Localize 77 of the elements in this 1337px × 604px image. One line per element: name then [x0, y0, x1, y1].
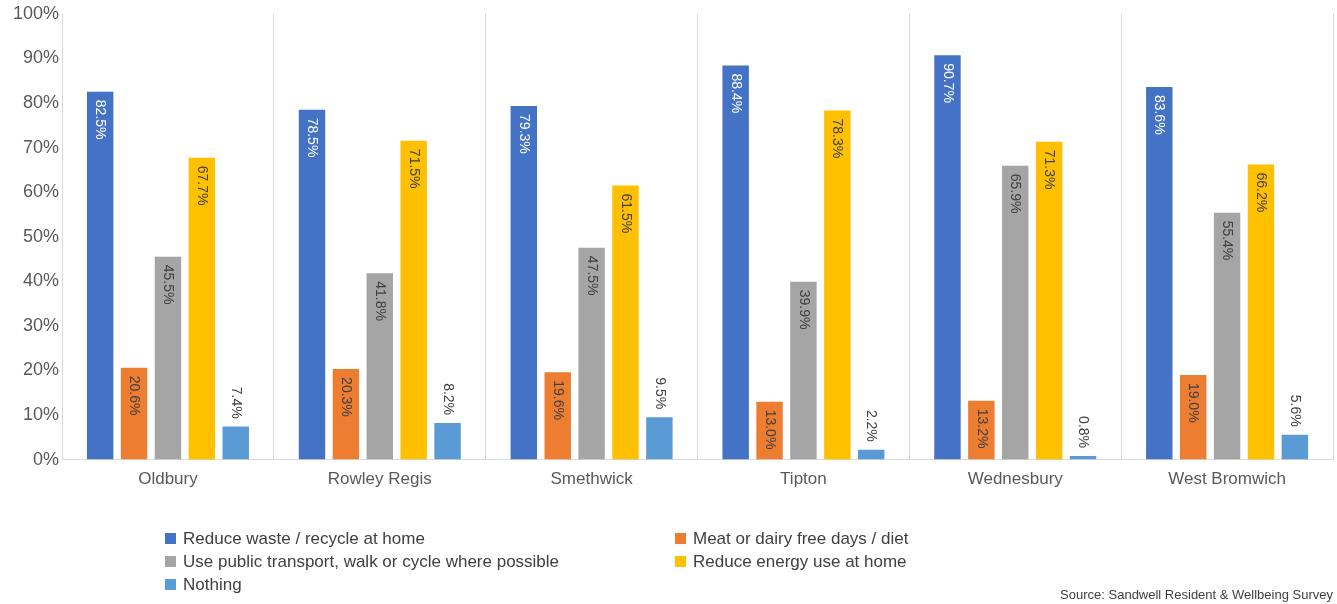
y-tick-label: 50% [23, 225, 60, 246]
data-label: 55.4% [1220, 220, 1237, 261]
data-label: 83.6% [1152, 94, 1169, 135]
y-tick-label: 80% [23, 91, 60, 112]
data-label: 41.8% [372, 281, 389, 321]
data-label: 65.9% [1008, 173, 1025, 214]
data-label: 90.7% [940, 63, 957, 103]
bar [722, 65, 749, 460]
x-tick-label: Smethwick [550, 469, 634, 489]
data-label: 45.5% [161, 264, 178, 305]
y-tick-label: 70% [23, 136, 60, 157]
x-tick-label: Tipton [780, 469, 827, 489]
data-label: 0.8% [1076, 416, 1093, 449]
bar [612, 185, 639, 460]
y-tick-label: 10% [23, 403, 60, 424]
data-label: 8.2% [440, 383, 457, 416]
y-tick-label: 0% [33, 448, 60, 469]
data-label: 88.4% [728, 73, 745, 114]
data-label: 13.2% [974, 408, 991, 449]
y-tick-label: 40% [23, 270, 60, 291]
bar [188, 157, 216, 460]
x-tick-label: West Bromwich [1168, 469, 1286, 489]
bar [222, 426, 249, 460]
bar [154, 256, 182, 460]
data-label: 79.3% [516, 114, 533, 154]
data-label: 9.5% [652, 377, 669, 410]
y-tick-label: 60% [23, 181, 60, 202]
y-tick-label: 30% [23, 314, 60, 335]
bar [578, 247, 605, 460]
data-label: 78.3% [830, 118, 847, 159]
data-label: 39.9% [796, 289, 813, 330]
x-tick-label: Oldbury [138, 469, 199, 489]
legend-label: Use public transport, walk or cycle where possible [183, 551, 560, 572]
data-label: 20.6% [127, 375, 144, 416]
bar [1247, 164, 1275, 460]
data-label: 67.7% [194, 165, 211, 206]
x-tick-label: Wednesbury [967, 469, 1064, 489]
source-note: Source: Sandwell Resident & Wellbeing Survey [1060, 587, 1333, 602]
data-label: 5.6% [1288, 394, 1305, 427]
bar [400, 140, 427, 460]
bar [1035, 141, 1063, 460]
bar [434, 423, 461, 460]
data-label: 47.5% [584, 255, 601, 296]
bar [1281, 434, 1309, 460]
bar [934, 55, 961, 460]
data-label: 2.2% [864, 409, 881, 442]
legend-label: Nothing [183, 574, 242, 595]
bar [86, 91, 114, 460]
data-label: 19.0% [1186, 382, 1203, 423]
data-label: 13.0% [762, 409, 779, 450]
bar [646, 417, 673, 460]
legend-label: Reduce energy use at home [693, 551, 907, 572]
x-tick-label: Rowley Regis [327, 469, 432, 489]
bar [1146, 86, 1173, 460]
data-label: 71.5% [406, 148, 423, 189]
bar [510, 106, 538, 460]
data-label: 78.5% [305, 117, 322, 158]
y-tick-label: 20% [23, 359, 60, 380]
data-label: 66.2% [1254, 172, 1271, 213]
bar [1213, 212, 1241, 460]
y-tick-label: 100% [12, 2, 60, 23]
bar [366, 273, 393, 460]
data-label: 71.3% [1042, 149, 1059, 190]
data-label: 82.5% [93, 99, 110, 140]
data-label: 20.3% [339, 377, 356, 417]
data-label: 7.4% [228, 386, 245, 419]
bar [790, 281, 817, 460]
y-tick-label: 90% [23, 47, 60, 68]
legend-label: Reduce waste / recycle at home [183, 528, 425, 549]
data-label: 61.5% [618, 193, 635, 234]
bar [544, 372, 571, 460]
bar [1002, 165, 1029, 460]
bar [824, 110, 851, 460]
bar [858, 449, 885, 460]
legend-label: Meat or dairy free days / diet [693, 528, 909, 549]
data-label: 19.6% [550, 380, 567, 420]
bar [298, 109, 326, 460]
